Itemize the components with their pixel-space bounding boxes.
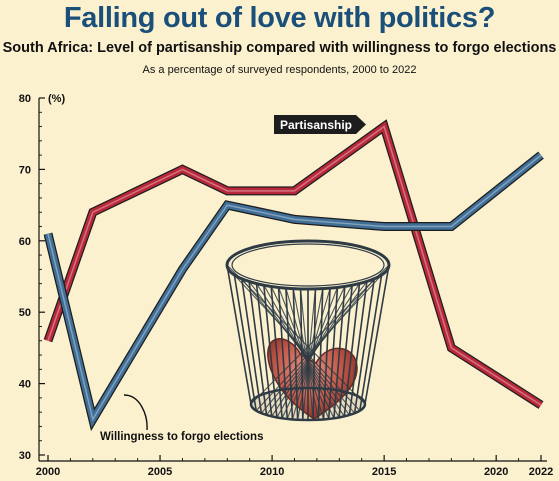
chart-subtitle: South Africa: Level of partisanship comp… <box>2 40 557 56</box>
series-lines <box>43 119 544 432</box>
chart-title: Falling out of love with politics? <box>63 2 496 34</box>
y-tick-label: 60 <box>19 236 31 248</box>
series-line-forgo-elections <box>44 152 544 428</box>
series-labels: Partisanship Willingness to forgo electio… <box>100 115 366 443</box>
forgo-elections-label: Willingness to forgo elections <box>100 431 263 443</box>
series-line-highlight <box>47 154 542 422</box>
y-tick-label: 50 <box>19 307 31 319</box>
y-tick-label: 30 <box>19 450 31 462</box>
x-tick-label: 2022 <box>529 466 553 478</box>
x-tick-label: 2020 <box>484 466 508 478</box>
partisanship-label: Partisanship <box>280 118 352 132</box>
y-axis-label: (%) <box>48 93 65 105</box>
x-tick-label: 2010 <box>260 466 284 478</box>
partisanship-label-tag <box>274 115 366 134</box>
axes: 30 40 50 60 70 80 (%) 2000 2005 2010 2015 2020 2022 <box>19 93 553 478</box>
series-line-highlight <box>47 125 542 406</box>
forgo-label-leader <box>123 394 148 431</box>
x-tick-label: 2005 <box>148 466 172 478</box>
chart-note: As a percentage of surveyed respondents,… <box>142 64 417 76</box>
y-tick-label: 40 <box>19 379 31 391</box>
x-tick-label: 2000 <box>36 466 60 478</box>
y-tick-label: 80 <box>19 93 31 105</box>
y-tick-label: 70 <box>19 164 31 176</box>
wastebasket-heart-illustration <box>225 239 391 422</box>
x-tick-label: 2015 <box>372 466 396 478</box>
series-line-partisanship <box>44 121 543 408</box>
